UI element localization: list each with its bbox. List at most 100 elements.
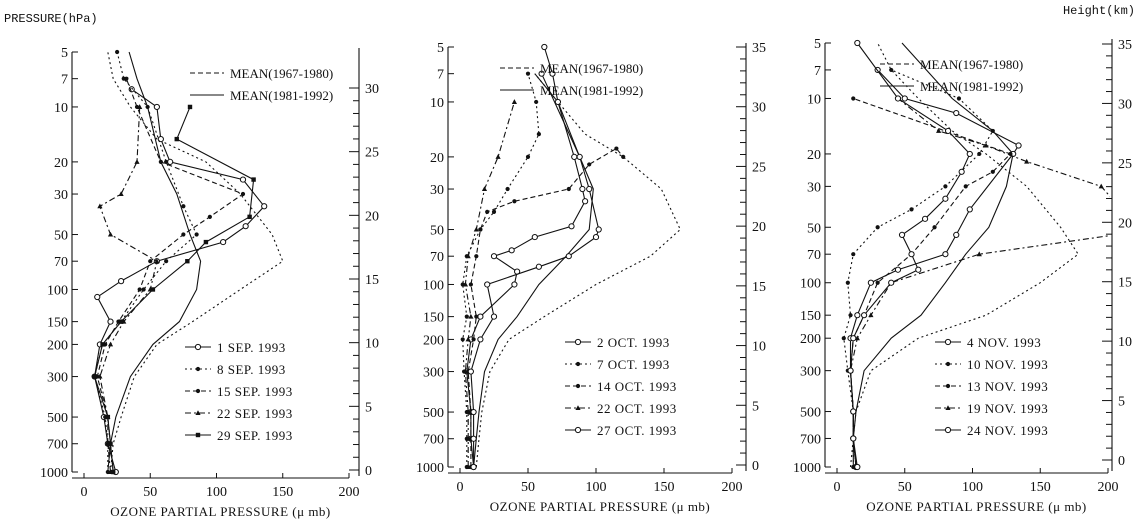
data-point: [512, 199, 517, 204]
legend-date-label: 19 NOV. 1993: [967, 401, 1048, 416]
data-point: [490, 253, 498, 260]
legend-date-marker: [195, 410, 201, 415]
pressure-tick-label: 100: [47, 283, 68, 298]
pressure-tick-label: 70: [430, 250, 444, 265]
data-point: [966, 206, 973, 213]
legend-date-label: 27 OCT. 1993: [597, 423, 677, 438]
pressure-tick-label: 20: [807, 148, 821, 163]
x-axis-label: OZONE PARTIAL PRESSURE (μ mb): [866, 499, 1087, 514]
data-point: [943, 184, 948, 189]
data-point: [894, 266, 902, 273]
pressure-tick-label: 700: [423, 433, 444, 448]
data-point: [568, 223, 575, 230]
data-point: [854, 463, 861, 471]
pressure-tick-label: 1000: [793, 461, 821, 476]
data-point: [945, 127, 952, 135]
data-point: [990, 169, 995, 174]
data-point: [566, 186, 571, 192]
data-point: [462, 368, 469, 374]
data-point: [242, 223, 249, 230]
height-tick-label: 35: [752, 41, 766, 56]
data-point: [942, 195, 949, 202]
data-point: [154, 258, 160, 264]
pressure-tick-label: 30: [807, 180, 821, 195]
height-tick-label: 5: [752, 399, 759, 414]
data-point: [851, 96, 856, 101]
pressure-tick-label: 70: [54, 255, 68, 270]
legend-date-marker: [195, 366, 201, 372]
height-tick-label: 20: [365, 209, 379, 224]
legend-date-marker: [944, 426, 952, 434]
legend-date-marker: [574, 426, 582, 434]
data-point: [868, 312, 874, 318]
data-point: [921, 215, 929, 222]
data-point: [586, 185, 593, 193]
data-point: [511, 99, 517, 104]
data-point: [851, 252, 856, 257]
height-tick-label: 30: [365, 82, 379, 97]
pressure-tick-label: 10: [807, 92, 821, 107]
data-point: [465, 253, 471, 259]
data-point: [491, 209, 497, 214]
legend-date-marker: [575, 383, 581, 389]
data-point: [164, 159, 169, 164]
data-point: [207, 214, 212, 219]
data-point: [470, 435, 477, 442]
x-tick-label: 100: [962, 480, 983, 495]
series-line: [107, 51, 284, 473]
x-axis-label: OZONE PARTIAL PRESSURE (μ mb): [110, 504, 331, 519]
data-point: [470, 463, 477, 471]
height-tick-label: 5: [365, 400, 372, 415]
data-point: [898, 231, 906, 238]
x-tick-label: 100: [206, 485, 227, 500]
data-point: [525, 71, 531, 76]
pressure-tick-label: 70: [807, 248, 821, 263]
data-point: [118, 319, 124, 324]
data-point: [157, 135, 164, 143]
pressure-tick-label: 150: [423, 311, 444, 326]
legend-date-label: 14 OCT. 1993: [597, 379, 677, 394]
data-point: [511, 281, 518, 288]
data-point: [247, 214, 252, 220]
data-point: [470, 408, 477, 416]
data-point: [148, 259, 153, 264]
data-point: [484, 281, 491, 288]
x-tick-label: 200: [1098, 480, 1119, 495]
pressure-tick-label: 300: [423, 366, 444, 381]
pressure-tick-label: 5: [437, 41, 444, 56]
data-point: [908, 251, 915, 258]
pressure-tick-label: 20: [54, 156, 68, 171]
x-axis-label: OZONE PARTIAL PRESSURE (μ mb): [490, 499, 711, 514]
data-point: [100, 342, 105, 347]
series-group: [91, 49, 284, 476]
series-line: [94, 51, 198, 472]
data-point: [107, 318, 114, 325]
data-point: [536, 131, 541, 137]
height-tick-label: 0: [1118, 454, 1125, 469]
pressure-tick-label: 500: [800, 406, 821, 421]
data-point: [942, 251, 949, 258]
legend-date-label: 24 NOV. 1993: [967, 423, 1048, 438]
pressure-tick-label: 200: [47, 338, 68, 353]
pressure-tick-label: 7: [437, 68, 444, 83]
pressure-tick-label: 1000: [40, 466, 68, 481]
data-point: [164, 259, 169, 264]
legend-date-marker: [575, 361, 581, 367]
pressure-tick-label: 5: [814, 37, 821, 52]
height-tick-label: 0: [752, 459, 759, 474]
data-point: [845, 280, 850, 285]
data-point: [875, 280, 880, 285]
data-point: [867, 279, 874, 286]
pressure-tick-label: 200: [800, 332, 821, 347]
series-line: [849, 98, 1110, 468]
x-tick-label: 50: [898, 480, 912, 495]
data-point: [137, 104, 143, 109]
data-point: [239, 176, 247, 183]
pressure-tick-label: 50: [54, 229, 68, 244]
x-tick-label: 0: [457, 480, 464, 495]
data-point: [468, 313, 474, 319]
data-point: [1015, 142, 1022, 149]
pressure-tick-label: 500: [423, 406, 444, 421]
